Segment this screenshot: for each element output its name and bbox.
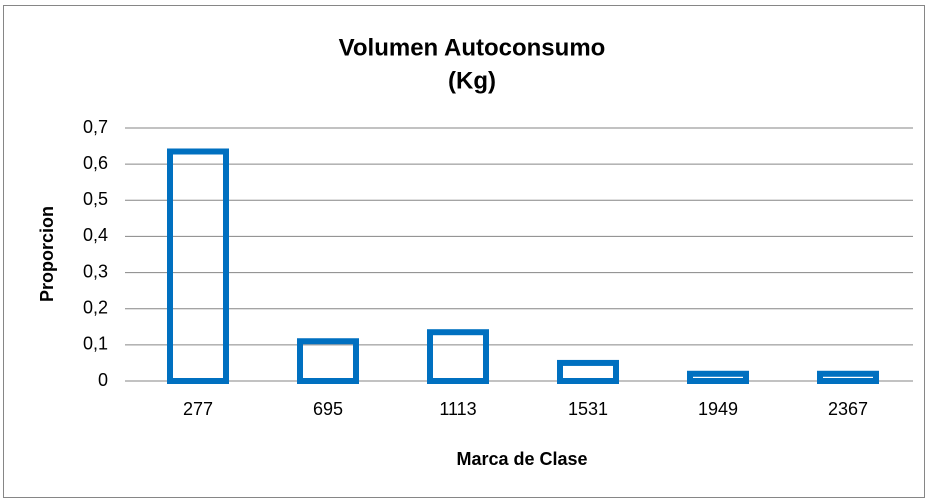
chart-title: Volumen Autoconsumo [339,34,606,61]
x-tick-label: 1949 [698,399,738,419]
y-tick-label: 0 [98,370,108,390]
y-axis-label: Proporcion [37,206,57,302]
y-tick-label: 0,6 [83,153,108,173]
bar [687,370,749,384]
y-tick-label: 0,7 [83,117,108,137]
y-tick-label: 0,2 [83,297,108,317]
bar [427,329,489,385]
y-tick-label: 0,4 [83,225,108,245]
bar [557,359,619,384]
x-tick-label: 695 [313,399,343,419]
x-tick-label: 1113 [439,399,476,419]
x-tick-label: 1531 [568,399,608,419]
y-tick-label: 0,5 [83,189,108,209]
bar [167,148,229,384]
x-tick-label: 277 [183,399,213,419]
chart-frame [3,5,925,498]
chart-title: (Kg) [448,67,496,94]
x-axis-label: Marca de Clase [456,449,587,469]
x-tick-label: 2367 [828,399,868,419]
bar [297,338,359,384]
bar [817,370,879,384]
y-tick-label: 0,3 [83,261,108,281]
y-tick-label: 0,1 [83,334,108,354]
